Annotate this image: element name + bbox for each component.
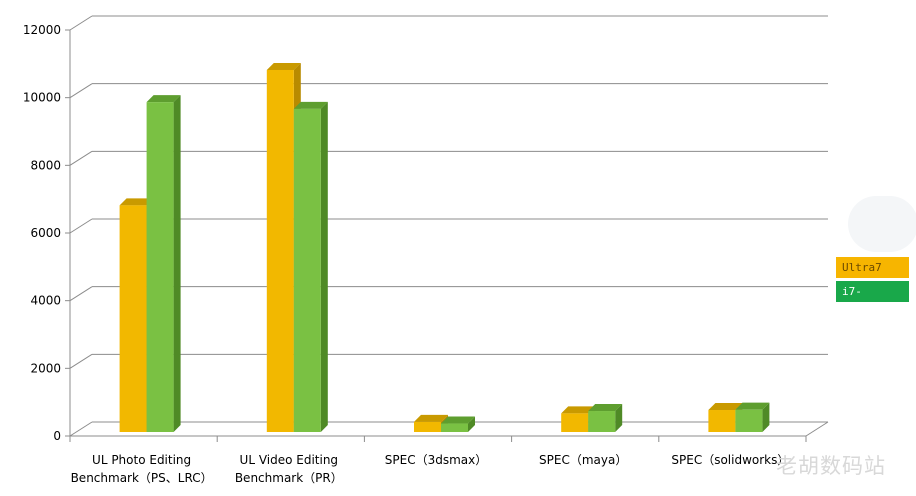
x-category-label: SPEC（3dsmax） xyxy=(385,453,487,467)
x-category-label: SPEC（solidworks） xyxy=(671,453,789,467)
bar-i7-14700kf-4 xyxy=(735,402,770,432)
floor-edge xyxy=(805,421,829,437)
bar-i7-14700kf-3 xyxy=(588,404,623,432)
x-category-label: SPEC（maya） xyxy=(539,453,627,467)
bar-i7-14700kf-1 xyxy=(293,101,328,433)
gridline-side xyxy=(69,421,93,437)
y-tick-label: 6000 xyxy=(30,226,61,240)
y-tick-label: 8000 xyxy=(30,158,61,172)
x-category-label: Benchmark（PR） xyxy=(235,471,343,485)
x-category-label: UL Photo Editing xyxy=(92,453,191,467)
gridline-side xyxy=(69,286,93,302)
gridline-side xyxy=(69,353,93,369)
legend-ultra7-265k: Ultra7 265K xyxy=(836,257,909,295)
y-tick-label: 0 xyxy=(53,429,61,443)
x-category-label: UL Video Editing xyxy=(240,453,339,467)
x-category-label: Benchmark（PS、LRC） xyxy=(71,471,213,485)
y-tick-label: 12000 xyxy=(23,23,61,37)
blurred-badge xyxy=(848,196,916,252)
gridline-side xyxy=(69,15,93,31)
y-tick-label: 2000 xyxy=(30,361,61,375)
bar-i7-14700kf-0 xyxy=(146,95,181,432)
gridline-side xyxy=(69,218,93,234)
legend-i7-14700kf: i7-14700KF xyxy=(836,281,909,319)
bar-i7-14700kf-2 xyxy=(441,416,475,432)
watermark: 老胡数码站 xyxy=(776,454,886,478)
gridline-side xyxy=(69,150,93,166)
y-tick-label: 10000 xyxy=(23,91,61,105)
gridline-side xyxy=(69,83,93,99)
y-tick-label: 4000 xyxy=(30,294,61,308)
